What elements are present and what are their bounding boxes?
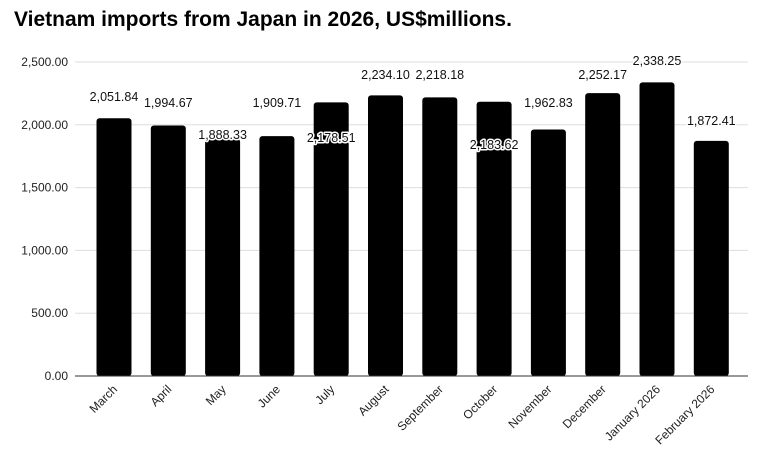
data-label: 2,051.84 [90, 90, 139, 104]
data-label: 1,888.33 [198, 128, 247, 142]
bar [530, 129, 566, 376]
data-label: 2,218.18 [415, 68, 464, 82]
bar [96, 118, 132, 377]
data-label: 1,872.41 [687, 114, 736, 128]
y-tick-label: 0.00 [45, 369, 69, 383]
x-tick-label: June [255, 382, 284, 411]
x-tick-label: December [560, 382, 609, 431]
bar [150, 125, 186, 376]
data-label: 2,234.10 [361, 68, 410, 82]
bar [313, 102, 349, 376]
data-label: 1,994.67 [144, 96, 193, 110]
bar [259, 136, 295, 376]
chart-title: Vietnam imports from Japan in 2026, US$m… [14, 8, 512, 31]
x-tick-label: November [505, 382, 554, 431]
y-tick-label: 2,000.00 [21, 118, 68, 132]
x-tick-label: July [312, 382, 337, 407]
bar [422, 97, 458, 376]
x-tick-label: April [148, 382, 175, 409]
bar [368, 95, 403, 377]
y-tick-label: 1,500.00 [21, 181, 68, 195]
x-tick-label: September [395, 382, 446, 433]
bar [205, 138, 241, 376]
data-label: 2,338.25 [633, 54, 682, 68]
data-label: 2,178.51 [307, 131, 356, 145]
x-tick-label: October [460, 382, 500, 422]
y-tick-label: 2,500.00 [21, 55, 68, 69]
data-label: 1,962.83 [524, 96, 573, 110]
bar [585, 93, 621, 377]
data-label: 2,183.62 [470, 138, 519, 152]
x-tick-label: August [355, 382, 392, 419]
data-label: 2,252.17 [578, 68, 627, 82]
y-tick-label: 500.00 [31, 306, 68, 320]
bar [693, 140, 729, 376]
bar [476, 101, 512, 376]
y-tick-label: 1,000.00 [21, 243, 68, 257]
bar [639, 82, 675, 377]
data-label: 1,909.71 [253, 96, 302, 110]
x-tick-label: March [87, 382, 120, 415]
x-tick-label: May [203, 382, 229, 408]
